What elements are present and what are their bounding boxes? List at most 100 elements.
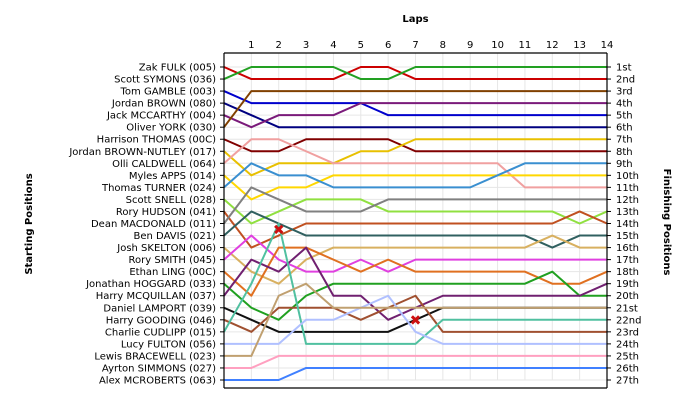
series-line-12 xyxy=(223,198,608,225)
x-axis-title: Laps xyxy=(402,14,428,25)
series-line-15 xyxy=(223,210,607,249)
lap-tick-label: 2 xyxy=(276,40,282,51)
finishing-position-label: 13th xyxy=(616,207,639,218)
series-line-7 xyxy=(223,138,607,153)
driver-label: Scott SNELL (028) xyxy=(126,195,216,206)
driver-label: Rory HUDSON (041) xyxy=(116,207,216,218)
finishing-position-label: 5th xyxy=(616,111,633,122)
series-line-9 xyxy=(223,138,607,189)
series-line-6 xyxy=(223,90,607,128)
series-line-23 xyxy=(223,222,607,345)
finishing-position-label: 24th xyxy=(616,339,639,350)
finishing-position-label: 26th xyxy=(616,363,639,374)
series-line-5 xyxy=(223,102,607,129)
driver-label: Jack MCCARTHY (004) xyxy=(106,111,216,122)
driver-label: Rory SMITH (045) xyxy=(129,255,217,266)
series-line-27 xyxy=(224,366,607,381)
driver-label: Tom GAMBLE (003) xyxy=(120,87,217,98)
lap-tick-label: 11 xyxy=(519,40,532,51)
driver-label: Jordan BROWN-NUTLEY (017) xyxy=(68,147,216,158)
driver-label: Zak FULK (005) xyxy=(139,63,216,74)
driver-label: Ethan LING (00C) xyxy=(129,267,216,278)
series-layer xyxy=(223,66,608,381)
finishing-position-label: 17th xyxy=(616,255,639,266)
finishing-position-label: 3rd xyxy=(616,87,633,98)
driver-label: Oliver YORK (030) xyxy=(126,123,216,134)
series-line-8 xyxy=(223,138,607,177)
series-line-26 xyxy=(224,354,607,369)
finishing-position-label: 23rd xyxy=(616,327,639,338)
incident-marker-icon: ✖ xyxy=(410,313,422,329)
driver-label: Jonathan HOGGARD (033) xyxy=(85,279,216,290)
series-line-10 xyxy=(223,174,607,201)
driver-label: Myles APPS (014) xyxy=(129,171,216,182)
finishing-position-label: 16th xyxy=(616,243,639,254)
lap-tick-label: 12 xyxy=(546,40,559,51)
lap-tick-label: 13 xyxy=(573,40,586,51)
finishing-position-label: 20th xyxy=(616,291,639,302)
series-line-25 xyxy=(224,282,607,357)
finishing-position-label: 25th xyxy=(616,351,639,362)
finishing-position-label: 9th xyxy=(616,159,633,170)
driver-label: Charlie CUDLIPP (015) xyxy=(105,327,216,338)
series-line-14 xyxy=(223,186,607,225)
finishing-position-label: 10th xyxy=(616,171,639,182)
finishing-position-label: 18th xyxy=(616,267,639,278)
driver-label: Scott SYMONS (036) xyxy=(114,75,216,86)
series-line-2 xyxy=(223,66,607,81)
driver-label: Josh SKELTON (006) xyxy=(116,243,216,254)
finishing-position-label: 21st xyxy=(616,303,638,314)
driver-label: Daniel LAMPORT (039) xyxy=(103,303,216,314)
finishing-position-label: 12th xyxy=(616,195,639,206)
lap-tick-label: 1 xyxy=(248,40,254,51)
lap-tick-label: 7 xyxy=(412,40,418,51)
finishing-position-label: 8th xyxy=(616,147,633,158)
right-axis-title: Finishing Positions xyxy=(661,169,672,276)
finishing-position-label: 27th xyxy=(616,376,639,387)
finishing-position-label: 1st xyxy=(616,63,632,74)
annotations-layer: ✖✖ xyxy=(273,223,422,329)
finishing-position-label: 6th xyxy=(616,123,633,134)
finishing-position-label: 19th xyxy=(616,279,639,290)
lap-tick-label: 14 xyxy=(601,40,614,51)
finishing-position-label: 14th xyxy=(616,219,639,230)
driver-label: Dean MACDONALD (011) xyxy=(91,219,216,230)
left-axis-title: Starting Positions xyxy=(24,173,35,274)
driver-label: Lewis BRACEWELL (023) xyxy=(94,351,216,362)
driver-label: Harrison THOMAS (00C) xyxy=(97,135,216,146)
lap-tick-label: 3 xyxy=(303,40,309,51)
series-line-11 xyxy=(223,162,607,189)
series-line-16 xyxy=(223,234,607,285)
lap-tick-label: 10 xyxy=(491,40,504,51)
series-line-24 xyxy=(224,294,607,345)
series-line-22 xyxy=(223,294,607,333)
lap-tick-label: 8 xyxy=(440,40,446,51)
incident-marker-icon: ✖ xyxy=(273,223,285,239)
lap-tick-label: 4 xyxy=(330,40,336,51)
driver-label: Alex MCROBERTS (063) xyxy=(99,376,216,387)
lap-tick-label: 5 xyxy=(358,40,364,51)
series-line-1 xyxy=(223,66,607,81)
lap-tick-label: 6 xyxy=(385,40,391,51)
finishing-position-label: 15th xyxy=(616,231,639,242)
finishing-position-label: 7th xyxy=(616,135,633,146)
driver-label: Jordan BROWN (080) xyxy=(111,99,216,110)
driver-label: Harry MCQUILLAN (037) xyxy=(96,291,216,302)
finishing-position-label: 11th xyxy=(616,183,639,194)
lap-tick-label: 9 xyxy=(467,40,473,51)
finishing-position-label: 2nd xyxy=(616,75,635,86)
series-line-13 xyxy=(223,210,608,249)
driver-label: Ben DAVIS (021) xyxy=(134,231,217,242)
driver-label: Thomas TURNER (024) xyxy=(101,183,216,194)
finishing-position-label: 4th xyxy=(616,99,633,110)
driver-label: Lucy FULTON (056) xyxy=(121,339,216,350)
series-line-4 xyxy=(223,102,607,129)
driver-label: Harry GOODING (046) xyxy=(106,315,216,326)
driver-label: Olli CALDWELL (064) xyxy=(112,159,216,170)
driver-label: Ayrton SIMMONS (027) xyxy=(102,363,216,374)
finishing-position-label: 22nd xyxy=(616,315,641,326)
series-line-3 xyxy=(223,90,607,117)
series-line-18 xyxy=(223,246,608,297)
